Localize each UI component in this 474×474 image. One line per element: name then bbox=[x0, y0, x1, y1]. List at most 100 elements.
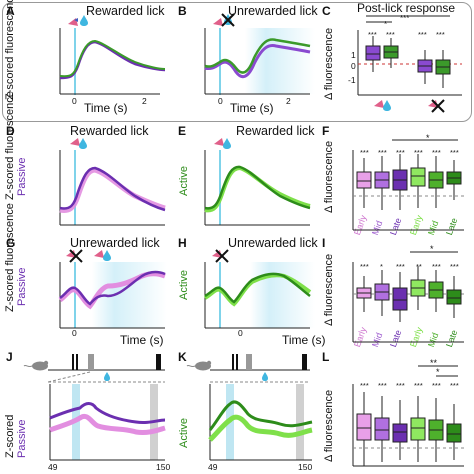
f-box-mid-active bbox=[428, 156, 444, 208]
f-sig-5: *** bbox=[432, 148, 441, 157]
c-box-2 bbox=[383, 38, 399, 68]
c-box-4 bbox=[435, 50, 451, 88]
panel-l-letter: L bbox=[322, 350, 330, 364]
panel-h-letter: H bbox=[178, 236, 187, 250]
i-sig-2: * bbox=[380, 262, 383, 271]
tongue-icon bbox=[70, 138, 87, 149]
panel-k-plot bbox=[186, 354, 313, 461]
panel-k-letter: K bbox=[178, 350, 187, 364]
tongue-icon bbox=[214, 138, 231, 149]
j-tick-49: 49 bbox=[48, 462, 58, 472]
b-trace-passive bbox=[204, 44, 311, 79]
i-sig-bracket: * bbox=[430, 244, 434, 254]
c-sig-2: *** bbox=[386, 30, 395, 39]
l-sig-bracket-2: * bbox=[436, 367, 440, 377]
g-xlabel: Time (s) bbox=[120, 333, 164, 347]
a-tick-0: 0 bbox=[72, 96, 77, 106]
panel-c-plot bbox=[357, 15, 462, 113]
water-drop-icon bbox=[104, 372, 110, 381]
b-tick-2: 2 bbox=[286, 96, 291, 106]
tongue-icon bbox=[213, 18, 223, 26]
panel-g-plot bbox=[58, 249, 167, 329]
panel-d-letter: D bbox=[6, 124, 15, 138]
l-sig-5: *** bbox=[432, 381, 441, 390]
panel-e-letter: E bbox=[178, 124, 187, 138]
i-box-mid-passive bbox=[374, 270, 390, 316]
panel-j-letter: J bbox=[6, 350, 13, 364]
panel-i-letter: I bbox=[322, 236, 326, 250]
f-box-early-passive bbox=[356, 158, 372, 208]
row-a-c-frame bbox=[2, 2, 472, 122]
c-tick-0: 0 bbox=[351, 61, 356, 71]
l-sig-6: *** bbox=[450, 381, 459, 390]
e-trace-dark bbox=[204, 165, 311, 210]
l-box-mid-passive bbox=[374, 396, 390, 462]
h-tick-0: 0 bbox=[238, 328, 243, 338]
panel-f-letter: F bbox=[322, 124, 330, 138]
f-sig-bracket: * bbox=[426, 133, 430, 143]
f-box-late-active bbox=[446, 160, 462, 200]
k-tick-49: 49 bbox=[208, 462, 218, 472]
panel-f-plot bbox=[352, 139, 464, 231]
a-tick-2: 2 bbox=[142, 96, 147, 106]
a-trace-active bbox=[59, 39, 166, 78]
l-sig-3: *** bbox=[396, 381, 405, 390]
g-tick-0: 0 bbox=[72, 328, 77, 338]
c-box-3 bbox=[417, 50, 433, 84]
l-sig-bracket-1: ** bbox=[430, 358, 438, 368]
c-sig-4: *** bbox=[436, 30, 445, 39]
no-reward-x-icon bbox=[212, 249, 229, 263]
c-tick-neg1: -1 bbox=[348, 75, 356, 85]
c-sig-3: *** bbox=[418, 30, 427, 39]
panel-g-letter: G bbox=[6, 236, 16, 250]
b-tick-0: 0 bbox=[218, 96, 223, 106]
l-sig-2: *** bbox=[378, 381, 387, 390]
i-box-early-active bbox=[410, 266, 426, 310]
f-box-early-active bbox=[410, 154, 426, 208]
c-sig-top: *** bbox=[400, 14, 410, 23]
panel-c-letter: C bbox=[322, 4, 331, 18]
panel-a-plot bbox=[59, 15, 166, 95]
mouse-icon bbox=[186, 360, 212, 371]
i-sig-3: *** bbox=[396, 262, 405, 271]
f-box-mid-passive bbox=[374, 156, 390, 210]
i-box-mid-active bbox=[428, 270, 444, 312]
tongue-icon bbox=[68, 18, 78, 26]
water-drop-icon bbox=[80, 15, 88, 26]
i-box-early-passive bbox=[356, 276, 372, 312]
panel-d-title: Rewarded lick bbox=[70, 124, 149, 138]
k-tick-150: 150 bbox=[298, 462, 313, 472]
panel-a-title: Rewarded lick bbox=[86, 4, 165, 18]
no-reward-x-icon bbox=[221, 13, 235, 27]
f-sig-1: *** bbox=[360, 148, 369, 157]
panel-a-letter: A bbox=[6, 4, 15, 18]
l-sig-4: *** bbox=[414, 381, 423, 390]
f-box-late-passive bbox=[392, 154, 408, 210]
j-trace-light bbox=[49, 413, 166, 435]
panel-l-plot bbox=[352, 365, 464, 467]
l-box-late-active bbox=[446, 404, 462, 460]
i-box-late-passive bbox=[392, 272, 408, 322]
l-sig-1: *** bbox=[360, 381, 369, 390]
i-sig-6: *** bbox=[450, 262, 459, 271]
panel-j-plot bbox=[23, 354, 166, 461]
panel-c-title: Post-lick response bbox=[357, 1, 456, 15]
l-box-early-passive bbox=[356, 392, 372, 466]
g-trace-dark bbox=[59, 270, 166, 306]
b-xlabel: Time (s) bbox=[230, 101, 274, 115]
tongue-icon bbox=[94, 250, 111, 261]
f-sig-2: *** bbox=[378, 148, 387, 157]
b-trace-active bbox=[204, 38, 311, 74]
c-sig-mid: * bbox=[384, 20, 388, 29]
l-box-mid-active bbox=[428, 398, 444, 462]
l-box-late-passive bbox=[392, 400, 408, 460]
panel-b-plot bbox=[204, 13, 315, 95]
d-trace-dark bbox=[59, 166, 166, 212]
panel-e-title: Rewarded lick bbox=[236, 124, 315, 138]
l-box-early-active bbox=[410, 396, 426, 462]
f-sig-3: *** bbox=[396, 148, 405, 157]
j-trace-dark bbox=[49, 402, 166, 425]
water-drop-icon bbox=[262, 372, 268, 381]
panel-b-letter: B bbox=[178, 4, 187, 18]
mouse-icon bbox=[23, 360, 49, 371]
